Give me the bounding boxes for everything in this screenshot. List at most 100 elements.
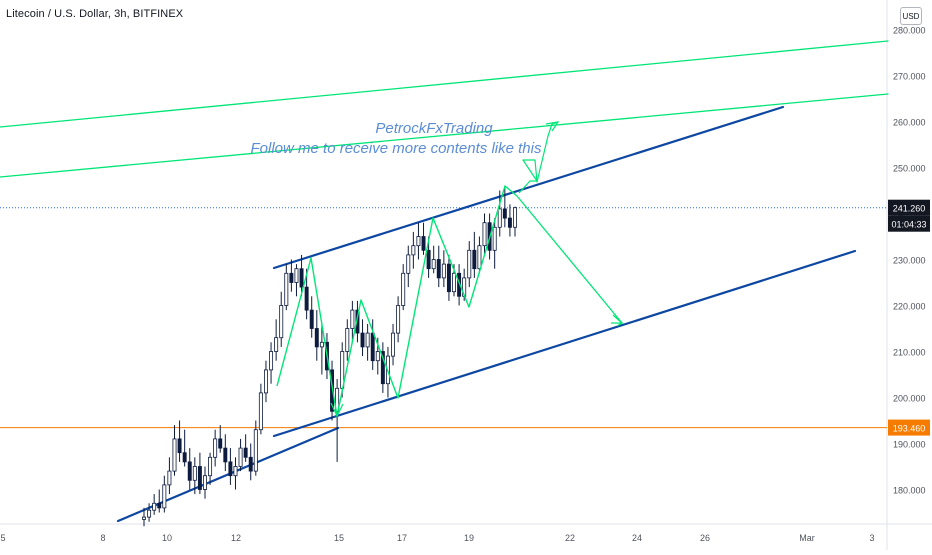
candle-body	[309, 309, 314, 329]
y-tick-label: 280.000	[893, 26, 926, 36]
candle-body	[492, 226, 497, 251]
candle-body	[482, 222, 487, 247]
candle-body	[502, 208, 507, 219]
x-tick-label: Mar	[799, 533, 815, 543]
candle-body	[431, 259, 436, 270]
candle-body	[441, 263, 446, 279]
candle-body	[411, 245, 416, 256]
x-tick-label: 26	[700, 533, 710, 543]
candle-body	[274, 337, 279, 352]
candle-body	[263, 369, 268, 394]
x-tick-label: 24	[632, 533, 642, 543]
candle-body	[192, 466, 197, 481]
y-tick-label: 250.000	[893, 164, 926, 174]
candle-body	[299, 268, 304, 288]
x-tick-label: 12	[231, 533, 241, 543]
candle-body	[497, 208, 502, 228]
y-tick-label: 230.000	[893, 256, 926, 266]
candle-body	[401, 272, 406, 306]
candle-body	[238, 447, 243, 467]
currency-button[interactable]: USD	[900, 7, 922, 25]
candle-body	[228, 461, 233, 477]
x-tick-label: 19	[464, 533, 474, 543]
support-price-tag	[888, 419, 930, 436]
candle-body	[304, 286, 309, 311]
candle-body	[243, 447, 248, 458]
y-tick-label: 180.000	[893, 486, 926, 496]
candle-body	[396, 305, 401, 334]
breakout-arrow	[518, 121, 559, 194]
watermark-subtitle: Follow me to receive more contents like …	[251, 140, 542, 157]
candle-body	[370, 332, 375, 362]
candle-body	[172, 438, 177, 472]
x-tick-label: 3	[869, 533, 874, 543]
candle-body	[467, 249, 472, 279]
candle-body	[167, 470, 172, 486]
y-tick-label: 220.000	[893, 302, 926, 312]
x-tick-label: 5	[0, 533, 5, 543]
candle-body	[360, 332, 365, 348]
last-price-label: 241.260	[893, 204, 926, 214]
x-tick-label: 22	[565, 533, 575, 543]
candle-body	[213, 438, 218, 458]
candle-body	[472, 249, 477, 270]
trendline-lower-channel	[272, 249, 857, 438]
candle-body	[187, 461, 192, 481]
candle-body	[477, 245, 482, 270]
zigzag-wave-path	[276, 185, 518, 417]
y-tick-label: 200.000	[893, 394, 926, 404]
candle-body	[258, 392, 263, 431]
candle-body	[416, 236, 421, 247]
chart-title: Litecoin / U.S. Dollar, 3h, BITFINEX	[6, 8, 184, 20]
y-tick-label: 260.000	[893, 118, 926, 128]
candle-body	[350, 309, 355, 329]
trendline-resistance-2	[0, 93, 889, 178]
candle-body	[253, 429, 258, 472]
y-tick-label: 270.000	[893, 72, 926, 82]
trendline-resistance-1	[0, 40, 889, 128]
support-price-label: 193.460	[893, 424, 926, 434]
arrowhead-bottom	[330, 402, 344, 418]
candle-body	[330, 369, 335, 412]
candle-body	[208, 456, 213, 477]
candle-body	[197, 466, 202, 490]
candle-body	[446, 263, 451, 293]
candle-body	[203, 475, 207, 490]
candle-body	[177, 438, 182, 454]
candle-body	[319, 341, 324, 348]
candle-body	[248, 456, 253, 472]
trendline-upper-channel	[272, 105, 785, 270]
candle-body	[157, 502, 162, 509]
candle-body	[269, 351, 274, 371]
y-tick-label: 190.000	[893, 440, 926, 450]
candle-body	[507, 217, 512, 228]
candle-body	[218, 438, 223, 449]
candle-body	[279, 305, 284, 339]
watermark-title: PetrockFxTrading	[375, 120, 493, 137]
candle-body	[513, 207, 517, 228]
x-tick-label: 15	[334, 533, 344, 543]
trendline-long-support	[116, 426, 340, 523]
candle-body	[436, 259, 441, 279]
candle-body	[223, 447, 228, 463]
candle-body	[233, 466, 238, 477]
candle-body	[289, 272, 294, 283]
x-tick-label: 10	[162, 533, 172, 543]
candle-body	[426, 249, 431, 270]
candle-body	[335, 387, 340, 412]
last-price-tag	[888, 199, 930, 216]
candle-body	[314, 328, 319, 348]
candle-body	[142, 516, 146, 520]
countdown-label: 01:04:33	[891, 220, 926, 230]
candle-body	[421, 236, 426, 251]
y-tick-label: 210.000	[893, 348, 926, 358]
x-tick-label: 8	[100, 533, 105, 543]
candle-body	[345, 328, 350, 352]
countdown-tag	[888, 215, 930, 232]
candle-body	[380, 351, 385, 385]
candle-body	[375, 351, 380, 362]
candle-body	[152, 502, 157, 511]
arrowhead-up	[545, 121, 560, 132]
